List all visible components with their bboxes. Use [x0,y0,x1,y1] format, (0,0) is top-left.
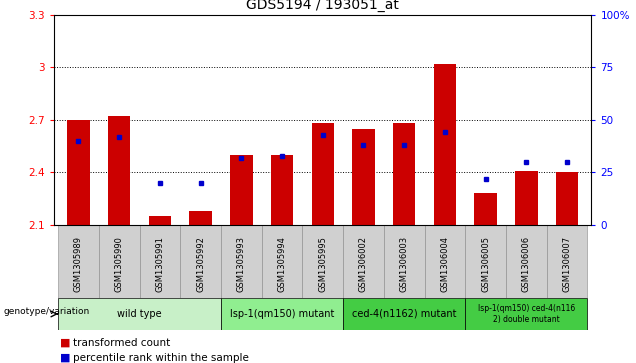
Bar [556,172,578,225]
Bar [434,64,456,225]
Text: ced-4(n1162) mutant: ced-4(n1162) mutant [352,309,457,319]
Text: GSM1306006: GSM1306006 [522,236,531,292]
Text: genotype/variation: genotype/variation [3,307,90,316]
Bar [506,225,547,298]
Text: GSM1305995: GSM1305995 [318,236,328,292]
Bar [352,129,375,225]
Bar [58,298,221,330]
Bar [190,211,212,225]
Bar [515,171,537,225]
Bar [149,216,171,225]
Text: transformed count: transformed count [73,338,170,348]
Bar [393,123,415,225]
Bar [302,225,343,298]
Text: GSM1305989: GSM1305989 [74,236,83,292]
Bar [312,123,334,225]
Bar [466,225,506,298]
Bar [99,225,139,298]
Text: GSM1306004: GSM1306004 [440,236,450,292]
Bar [67,120,90,225]
Bar [139,225,180,298]
Text: GSM1305993: GSM1305993 [237,236,246,292]
Title: GDS5194 / 193051_at: GDS5194 / 193051_at [246,0,399,12]
Text: ■: ■ [60,338,71,348]
Text: GSM1306007: GSM1306007 [563,236,572,292]
Bar [230,155,252,225]
Bar [474,193,497,225]
Text: GSM1305994: GSM1305994 [277,236,287,292]
Bar [180,225,221,298]
Bar [466,298,588,330]
Bar [343,298,466,330]
Text: GSM1305992: GSM1305992 [196,236,205,292]
Text: GSM1305990: GSM1305990 [114,236,123,292]
Bar [271,155,293,225]
Bar [221,225,261,298]
Text: GSM1306002: GSM1306002 [359,236,368,292]
Text: percentile rank within the sample: percentile rank within the sample [73,352,249,363]
Text: lsp-1(qm150) ced-4(n116
2) double mutant: lsp-1(qm150) ced-4(n116 2) double mutant [478,304,575,324]
Text: wild type: wild type [117,309,162,319]
Bar [58,225,99,298]
Bar [221,298,343,330]
Bar [343,225,384,298]
Text: GSM1305991: GSM1305991 [155,236,165,292]
Bar [384,225,425,298]
Bar [425,225,466,298]
Text: GSM1306003: GSM1306003 [399,236,409,292]
Bar [108,116,130,225]
Bar [261,225,302,298]
Text: GSM1306005: GSM1306005 [481,236,490,292]
Bar [547,225,588,298]
Text: ■: ■ [60,352,71,363]
Text: lsp-1(qm150) mutant: lsp-1(qm150) mutant [230,309,335,319]
